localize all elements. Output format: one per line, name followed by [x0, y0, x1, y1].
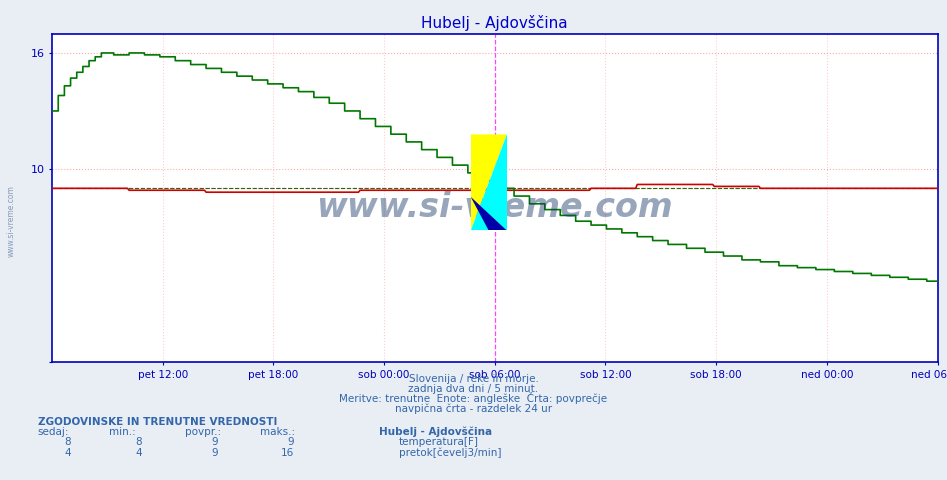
Text: 8: 8 [64, 437, 71, 447]
Polygon shape [471, 134, 507, 230]
Text: Slovenija / reke in morje.: Slovenija / reke in morje. [408, 373, 539, 384]
Text: Hubelj - Ajdovščina: Hubelj - Ajdovščina [379, 427, 491, 437]
Text: 4: 4 [135, 448, 142, 458]
Polygon shape [471, 134, 507, 230]
Text: www.si-vreme.com: www.si-vreme.com [7, 185, 16, 257]
Text: 16: 16 [280, 448, 294, 458]
Text: navpična črta - razdelek 24 ur: navpična črta - razdelek 24 ur [395, 403, 552, 414]
Text: temperatura[F]: temperatura[F] [399, 437, 478, 447]
Title: Hubelj - Ajdovščina: Hubelj - Ajdovščina [421, 15, 568, 31]
Text: sedaj:: sedaj: [38, 427, 69, 437]
Text: 9: 9 [211, 437, 218, 447]
Text: ZGODOVINSKE IN TRENUTNE VREDNOSTI: ZGODOVINSKE IN TRENUTNE VREDNOSTI [38, 417, 277, 427]
Text: 4: 4 [64, 448, 71, 458]
Polygon shape [471, 197, 507, 230]
Text: Meritve: trenutne  Enote: angleške  Črta: povprečje: Meritve: trenutne Enote: angleške Črta: … [339, 392, 608, 404]
Text: min.:: min.: [109, 427, 135, 437]
Text: www.si-vreme.com: www.si-vreme.com [316, 192, 673, 224]
Text: zadnja dva dni / 5 minut.: zadnja dva dni / 5 minut. [408, 384, 539, 394]
Text: 8: 8 [135, 437, 142, 447]
Text: 9: 9 [287, 437, 294, 447]
Text: pretok[čevelj3/min]: pretok[čevelj3/min] [399, 447, 501, 458]
Text: maks.:: maks.: [260, 427, 295, 437]
Text: povpr.:: povpr.: [185, 427, 221, 437]
Text: 9: 9 [211, 448, 218, 458]
